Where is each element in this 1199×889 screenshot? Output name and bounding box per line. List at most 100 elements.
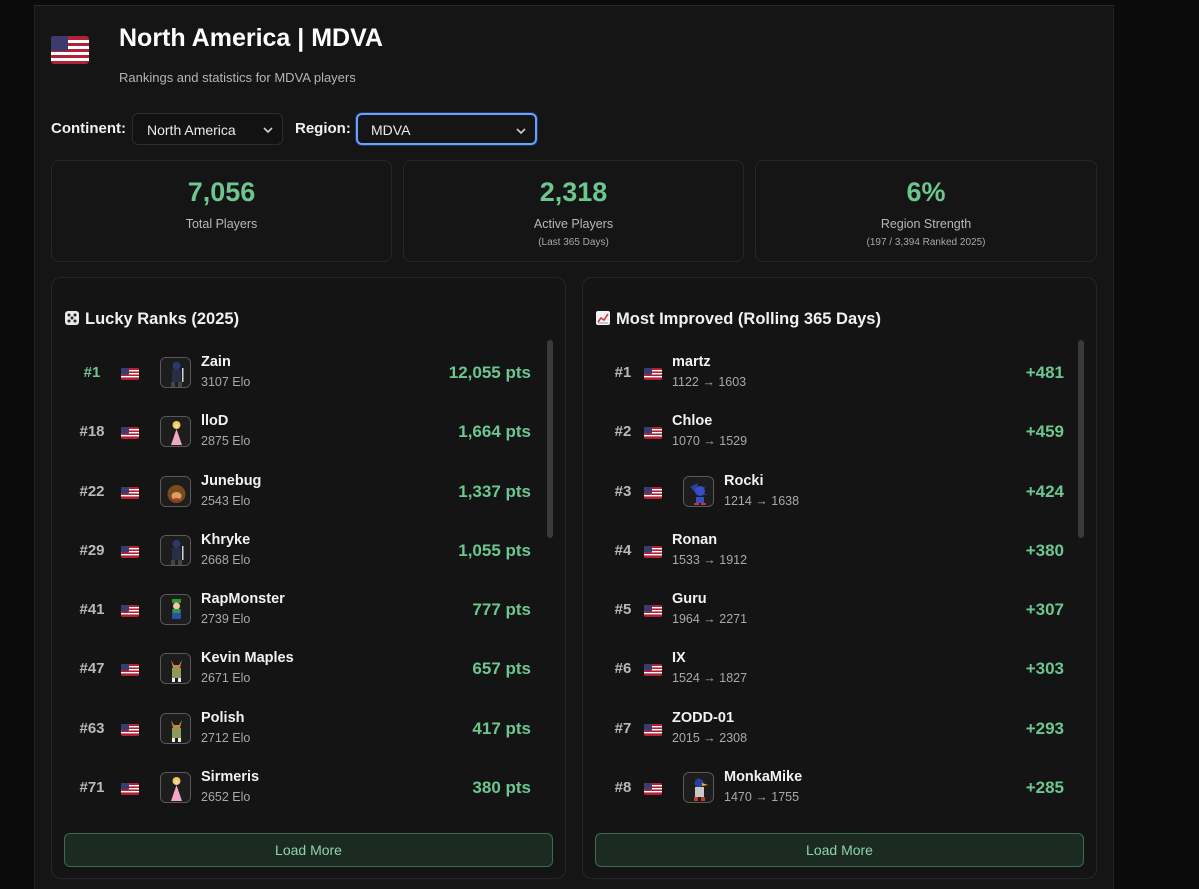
stat-region-strength: 6% Region Strength (197 / 3,394 Ranked 2… [755,160,1097,262]
player-elo: 3107 Elo [201,375,251,389]
list-item[interactable]: #3 Rocki 1214 → 1638 +424 [595,461,1084,520]
lucky-points: 657 pts [472,659,531,679]
player-name[interactable]: ZODD-01 [672,709,735,726]
player-name[interactable]: Rocki [724,472,764,489]
list-item[interactable]: #6 IX 1524 → 1827 +303 [595,638,1084,697]
player-elo: 2875 Elo [201,434,251,449]
list-item[interactable]: #8 MonkaMike 1470 → 1755 +285 [595,757,1084,812]
rank-number: #6 [614,660,632,678]
list-item[interactable]: #47 Kevin Maples 2671 Elo 657 pts [64,638,553,697]
lucky-points: 777 pts [472,600,531,620]
scrollbar[interactable] [1078,340,1084,538]
stat-value: 7,056 [187,177,256,207]
lucky-points: 1,337 pts [458,481,531,501]
player-elo: 2543 Elo [201,493,251,508]
sonic-character-icon [683,475,714,507]
list-item[interactable]: #7 ZODD-01 2015 → 2308 +293 [595,698,1084,757]
lucky-load-more-button[interactable]: Load More [64,833,553,867]
list-item[interactable]: #29 Khryke 2668 Elo 1,055 pts [64,520,553,579]
player-elo: 2668 Elo [201,552,251,567]
list-item[interactable]: #22 Junebug 2543 Elo 1,337 pts [64,461,553,520]
fox-character-icon [160,712,191,744]
list-item[interactable]: #41 RapMonster 2739 Elo 777 pts [64,579,553,638]
player-name[interactable]: martz [672,354,711,370]
player-name[interactable]: Ronan [672,531,718,548]
list-item[interactable]: #63 Polish 2712 Elo 417 pts [64,698,553,757]
rank-number: #18 [79,423,105,441]
player-name[interactable]: Junebug [201,472,262,489]
list-item[interactable]: #1 martz 1122 → 1603 +481 [595,342,1084,401]
stat-value: 2,318 [539,177,608,207]
rank-number: #71 [79,779,105,797]
player-name[interactable]: lloD [201,413,229,430]
scrollbar[interactable] [547,340,553,538]
player-name[interactable]: MonkaMike [724,769,803,786]
rank-number: #47 [79,660,105,678]
us-flag-icon [644,367,662,380]
player-name[interactable]: IX [672,650,686,667]
us-flag-icon [121,426,139,440]
player-elo-change: 1070 → 1529 [672,434,748,449]
us-flag-icon [644,663,662,677]
stat-total-players: 7,056 Total Players [51,160,392,262]
player-elo-change: 1122 → 1603 [672,375,747,389]
elo-gain: +380 [1025,540,1064,560]
list-item[interactable]: #2 Chloe 1070 → 1529 +459 [595,401,1084,460]
lucky-ranks-title: Lucky Ranks (2025) [64,310,239,329]
list-item[interactable]: #71 Sirmeris 2652 Elo 380 pts [64,757,553,812]
stat-label: Total Players [185,217,258,231]
continent-select[interactable]: North America [132,113,283,145]
dk-character-icon [160,475,191,507]
us-flag-icon [121,545,139,558]
stat-active-players: 2,318 Active Players (Last 365 Days) [403,160,744,262]
list-item[interactable]: #5 Guru 1964 → 2271 +307 [595,579,1084,638]
lucky-points: 12,055 pts [448,363,531,382]
peach-character-icon [160,416,191,448]
region-label: Region: [295,120,351,137]
player-name[interactable]: Polish [201,709,245,726]
lucky-ranks-title-text: Lucky Ranks (2025) [85,310,240,328]
player-name[interactable]: Kevin Maples [201,650,294,667]
us-flag-icon [644,604,662,618]
player-name[interactable]: RapMonster [201,591,285,608]
rank-number: #41 [79,601,105,619]
most-improved-panel: Most Improved (Rolling 365 Days) #1 martz… [582,277,1097,879]
player-elo: 2652 Elo [201,790,251,805]
player-name[interactable]: Guru [672,591,707,608]
rank-number: #1 [83,364,101,381]
rank-number: #4 [614,541,632,559]
player-elo-change: 1470 → 1755 [724,790,800,805]
chevron-down-icon [263,127,273,134]
player-elo-change: 2015 → 2308 [672,730,748,745]
player-name[interactable]: Zain [201,354,231,370]
player-name[interactable]: Khryke [201,531,251,548]
list-item[interactable]: #1 Zain 3107 Elo 12,055 pts [64,342,553,401]
continent-select-value: North America [147,122,236,138]
chevron-down-icon [516,128,526,135]
page-subtitle: Rankings and statistics for MDVA players [119,70,356,85]
player-name[interactable]: Chloe [672,413,713,430]
rank-number: #5 [614,601,632,619]
rank-number: #63 [79,719,105,737]
chart-up-icon [596,311,610,325]
rank-number: #1 [614,364,632,381]
list-item[interactable]: #18 lloD 2875 Elo 1,664 pts [64,401,553,460]
dice-icon [65,311,79,325]
player-name[interactable]: Sirmeris [201,769,260,786]
lucky-points: 417 pts [472,718,531,738]
list-item[interactable]: #4 Ronan 1533 → 1912 +380 [595,520,1084,579]
us-flag-icon [121,782,139,796]
us-flag-icon [121,723,139,736]
rank-number: #8 [614,779,632,797]
continent-label: Continent: [51,120,126,137]
most-improved-title-text: Most Improved (Rolling 365 Days) [616,310,881,328]
us-flag-icon [644,782,662,796]
lucky-points: 1,055 pts [458,540,531,560]
region-select-value: MDVA [371,122,411,138]
elo-gain: +481 [1025,363,1064,382]
region-select[interactable]: MDVA [356,113,537,145]
stat-label: Active Players [533,217,614,231]
player-elo: 2712 Elo [201,730,251,745]
improved-load-more-button[interactable]: Load More [595,833,1084,867]
peach-character-icon [160,772,191,804]
